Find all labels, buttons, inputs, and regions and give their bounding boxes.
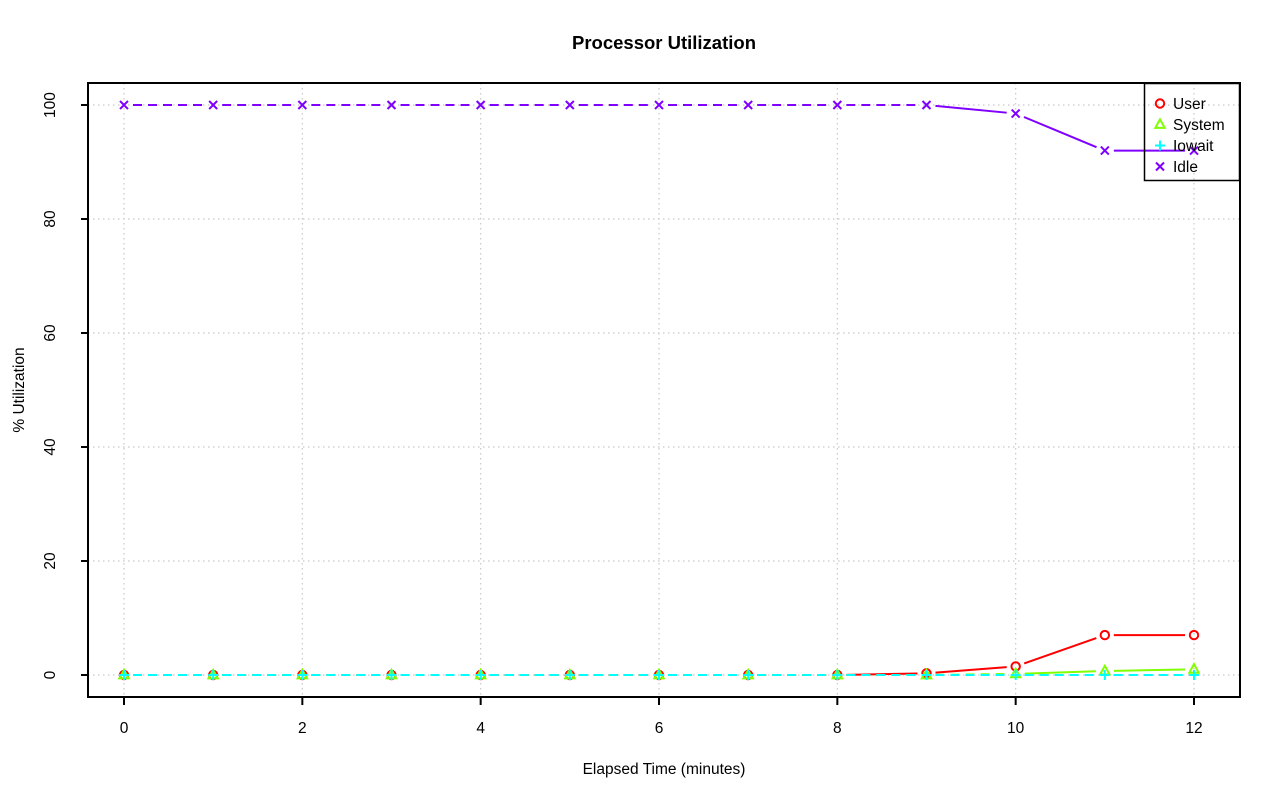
- idle-marker: [1189, 145, 1199, 156]
- y-axis-label: % Utilization: [11, 347, 28, 432]
- legend-user-marker: [1154, 98, 1166, 109]
- legend: User System Iowait Idle: [1143, 82, 1241, 182]
- legend-idle-marker: [1155, 161, 1165, 172]
- y-tick-label: 40: [42, 438, 59, 456]
- series-group: [117, 100, 1201, 681]
- iowait-marker: [1099, 670, 1110, 680]
- idle-marker: [119, 100, 129, 110]
- user-marker: [1099, 629, 1111, 641]
- y-tick-label: 60: [42, 324, 59, 342]
- series-iowait: [119, 670, 1199, 680]
- user-marker: [1188, 629, 1200, 641]
- idle-marker: [1010, 108, 1021, 119]
- idle-marker: [743, 100, 753, 110]
- x-tick-label: 4: [476, 720, 485, 737]
- gridlines: [88, 83, 1240, 697]
- idle-marker: [1100, 145, 1110, 156]
- chart-title: Processor Utilization: [572, 32, 756, 53]
- idle-marker: [208, 100, 218, 110]
- system-line-segment: [1024, 670, 1096, 675]
- idle-marker: [921, 100, 932, 110]
- idle-marker: [297, 100, 308, 110]
- legend-iowait-marker: [1155, 140, 1165, 151]
- user-line-segment: [1023, 637, 1097, 665]
- y-tick-label: 20: [42, 552, 59, 570]
- idle-line-segment: [935, 104, 1007, 114]
- plot-border: [87, 82, 1241, 698]
- legend-label-system: System: [1173, 117, 1225, 134]
- iowait-marker: [297, 670, 308, 680]
- iowait-marker: [921, 670, 932, 680]
- iowait-marker: [654, 670, 664, 680]
- idle-line-segment: [1023, 116, 1097, 149]
- idle-marker: [565, 100, 575, 110]
- legend-label-user: User: [1173, 96, 1206, 113]
- x-tick-label: 8: [833, 720, 842, 737]
- legend-box: [1143, 82, 1241, 182]
- series-idle: [119, 100, 1199, 156]
- iowait-marker: [832, 670, 843, 680]
- iowait-marker: [743, 670, 754, 680]
- x-tick-label: 2: [298, 720, 307, 737]
- legend-label-iowait: Iowait: [1173, 138, 1214, 155]
- system-line-segment: [1113, 668, 1186, 672]
- iowait-marker: [119, 670, 129, 680]
- iowait-marker: [475, 670, 486, 680]
- iowait-marker: [564, 670, 575, 680]
- user-line-segment: [935, 666, 1007, 674]
- iowait-marker: [386, 670, 397, 680]
- legend-system-marker: [1153, 117, 1167, 129]
- legend-label-idle: Idle: [1173, 159, 1198, 176]
- idle-marker: [475, 100, 486, 110]
- x-tick-label: 12: [1185, 720, 1202, 737]
- iowait-marker: [1010, 670, 1021, 680]
- x-tick-label: 6: [655, 720, 664, 737]
- iowait-marker: [1189, 670, 1199, 680]
- iowait-marker: [208, 670, 219, 680]
- y-tick-label: 100: [42, 92, 59, 118]
- x-axis-label: Elapsed Time (minutes): [583, 761, 746, 778]
- y-tick-label: 0: [42, 670, 59, 679]
- idle-marker: [832, 100, 843, 110]
- idle-marker: [654, 100, 664, 110]
- x-tick-label: 10: [1007, 720, 1025, 737]
- idle-marker: [386, 100, 397, 110]
- y-tick-label: 80: [42, 210, 59, 228]
- x-tick-label: 0: [120, 720, 129, 737]
- axes: 0 2 4 6 8 10 12 0 20 40 60 80 100: [42, 82, 1241, 737]
